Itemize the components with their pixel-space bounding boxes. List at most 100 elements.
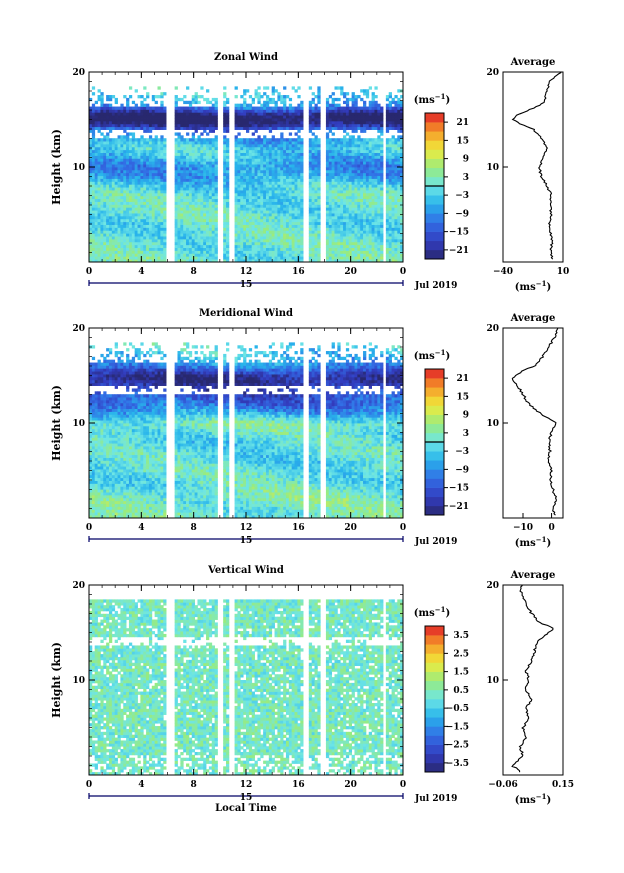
average-x-axis-label-exp: −1 <box>536 792 547 801</box>
colorbar-unit-base: (ms <box>414 608 435 619</box>
average-x-axis-label-close: ) <box>546 795 551 806</box>
y-tick-label: 20 <box>72 68 85 78</box>
average-title: Average <box>510 57 556 68</box>
x-tick-label: 12 <box>240 780 253 790</box>
heatmap-cells <box>89 342 404 519</box>
average-x-tick-label: 0 <box>548 523 554 533</box>
colorbar-unit-base: (ms <box>414 351 435 362</box>
colorbar-unit-close: ) <box>445 351 450 362</box>
x-tick-label: 0 <box>86 780 92 790</box>
colorbar-unit-close: ) <box>445 608 450 619</box>
date-day-label: 15 <box>240 280 253 290</box>
colorbar-tick-label: −3.5 <box>446 759 469 769</box>
average-y-tick-label: 20 <box>486 68 499 78</box>
colorbar-tick-label: −15 <box>449 228 469 238</box>
colorbar-frame <box>424 625 445 773</box>
date-month-label: Jul 2019 <box>414 794 457 804</box>
colorbar-unit-close: ) <box>445 95 450 106</box>
average-x-axis-label-base: (ms <box>515 282 536 293</box>
colorbar: (ms−1) 21 15 9 3 −3 −9 −15 −21 <box>414 348 469 516</box>
panel-title: Meridional Wind <box>199 308 293 319</box>
x-tick-label: 0 <box>400 780 406 790</box>
colorbar-tick-label: 15 <box>456 392 469 402</box>
colorbar-unit-base: (ms <box>414 95 435 106</box>
average-x-axis-label: (ms−1) <box>515 535 551 549</box>
colorbar-tick-label: 9 <box>463 411 469 421</box>
y-axis-label: Height (km) <box>50 642 63 718</box>
average-x-axis-label-close: ) <box>546 538 551 549</box>
colorbar-tick-label: 0.5 <box>453 686 469 696</box>
x-axis-label: Local Time <box>215 803 277 814</box>
average-y-tick-label: 20 <box>486 581 499 591</box>
panel-title: Zonal Wind <box>214 52 278 63</box>
average-frame <box>502 71 564 263</box>
average-x-axis-label-exp: −1 <box>536 535 547 544</box>
colorbar-tick-label: −3 <box>455 447 469 457</box>
colorbar-tick-label: 9 <box>463 155 469 165</box>
colorbar-tick-label: 21 <box>456 118 469 128</box>
average-panel: Average 20 10 −40 10 (ms−1) <box>486 57 569 293</box>
average-x-tick-label: −10 <box>513 523 533 533</box>
colorbar: (ms−1) 3.5 2.5 1.5 0.5 −0.5 −1.5 −2.5 −3.5 <box>414 605 469 773</box>
colorbar-unit-exp: −1 <box>435 605 446 614</box>
y-tick-label: 10 <box>72 676 85 686</box>
colorbar-tick-label: −3 <box>455 191 469 201</box>
average-y-tick-label: 10 <box>486 676 499 686</box>
x-tick-label: 16 <box>292 267 305 277</box>
average-x-tick-label: −0.06 <box>488 780 517 790</box>
date-day-label: 15 <box>240 536 253 546</box>
colorbar-unit: (ms−1) <box>414 348 450 362</box>
colorbar-tick-label: 2.5 <box>453 649 469 659</box>
panel-title: Vertical Wind <box>207 565 284 576</box>
average-y-tick-label: 10 <box>486 163 499 173</box>
y-tick-label: 20 <box>72 581 85 591</box>
x-tick-label: 16 <box>292 780 305 790</box>
date-month-label: Jul 2019 <box>414 537 457 547</box>
average-x-tick-label: −40 <box>493 267 513 277</box>
average-x-axis-label: (ms−1) <box>515 279 551 293</box>
average-x-axis-label: (ms−1) <box>515 792 551 806</box>
average-title: Average <box>510 313 556 324</box>
panel-1: Zonal Wind 20 10 Height (km) 0 4 8 12 16 20 0 15 Jul… <box>50 52 569 293</box>
x-tick-label: 8 <box>191 780 197 790</box>
y-tick-label: 20 <box>72 324 85 334</box>
y-tick-label: 10 <box>72 419 85 429</box>
date-day-label: 15 <box>240 793 253 803</box>
x-tick-label: 0 <box>86 523 92 533</box>
x-tick-label: 20 <box>344 780 357 790</box>
x-tick-label: 20 <box>344 267 357 277</box>
average-profile-line <box>511 71 562 260</box>
average-x-tick-label: 0.15 <box>552 780 574 790</box>
heatmap-cells <box>89 86 404 263</box>
colorbar-tick-label: −15 <box>449 484 469 494</box>
average-x-axis-label-base: (ms <box>515 538 536 549</box>
x-tick-label: 4 <box>138 780 144 790</box>
x-tick-label: 20 <box>344 523 357 533</box>
average-x-axis-label-close: ) <box>546 282 551 293</box>
colorbar: (ms−1) 21 15 9 3 −3 −9 −15 −21 <box>414 92 469 260</box>
x-tick-label: 0 <box>86 267 92 277</box>
average-y-tick-label: 10 <box>486 419 499 429</box>
colorbar-tick-label: −2.5 <box>446 741 469 751</box>
average-x-axis-label-base: (ms <box>515 795 536 806</box>
x-tick-label: 8 <box>191 523 197 533</box>
colorbar-unit: (ms−1) <box>414 92 450 106</box>
x-tick-label: 16 <box>292 523 305 533</box>
colorbar-tick-label: 3 <box>463 173 469 183</box>
colorbar-tick-label: −21 <box>449 502 469 512</box>
average-x-tick-label: 10 <box>557 267 570 277</box>
colorbar-tick-label: 15 <box>456 136 469 146</box>
colorbar-tick-label: −1.5 <box>446 722 469 732</box>
colorbar-tick-label: −0.5 <box>446 704 469 714</box>
colorbar-tick-label: 3.5 <box>453 631 469 641</box>
x-tick-label: 12 <box>240 523 253 533</box>
x-tick-label: 8 <box>191 267 197 277</box>
average-title: Average <box>510 570 556 581</box>
colorbar-unit-exp: −1 <box>435 92 446 101</box>
colorbar-tick-label: 21 <box>456 374 469 384</box>
y-axis-label: Height (km) <box>50 385 63 461</box>
colorbar-tick-label: −9 <box>455 465 469 475</box>
panel-2: Meridional Wind 20 10 Height (km) 0 4 8 12 16 20 0… <box>50 308 564 549</box>
x-tick-label: 4 <box>138 267 144 277</box>
